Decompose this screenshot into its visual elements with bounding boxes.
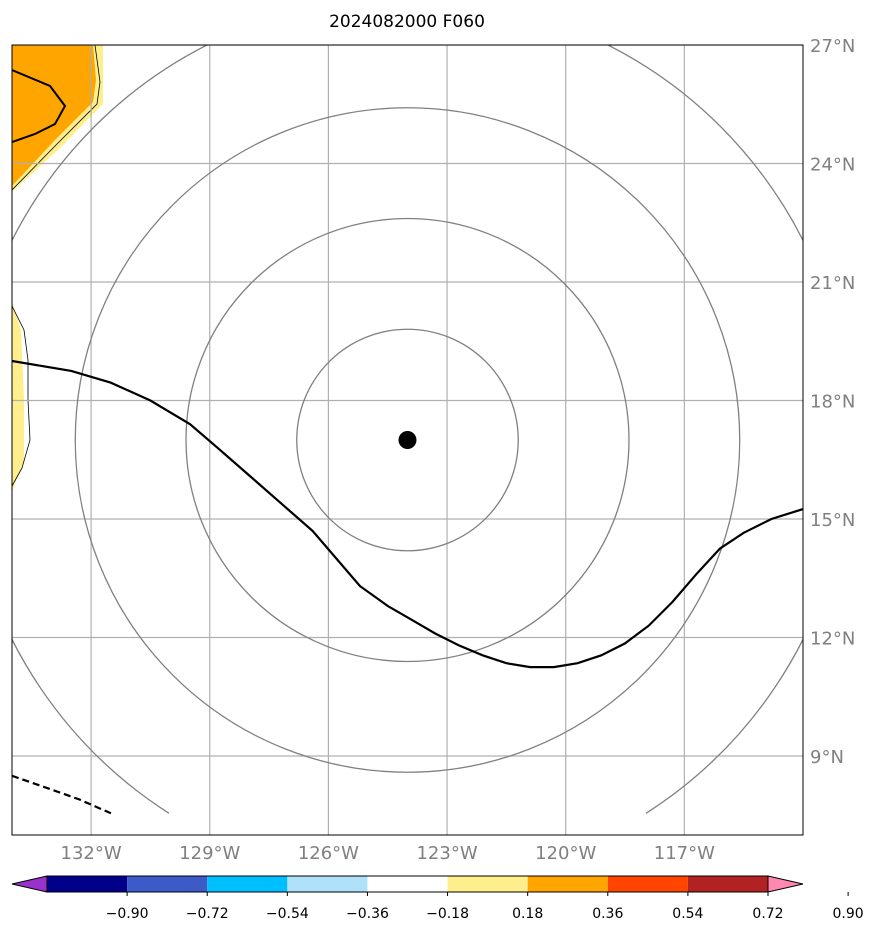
colorbar-segment (527, 876, 608, 892)
lat-tick-label: 27°N (810, 36, 855, 57)
colorbar-tick-label: 0.36 (592, 906, 623, 922)
colorbar-segment (287, 876, 368, 892)
colorbar-extend-low (11, 875, 48, 893)
colorbar-tick-label: 0.90 (833, 906, 864, 922)
fill-orange-top (12, 45, 96, 186)
lat-tick-label: 12°N (810, 629, 855, 650)
center-point-marker (398, 431, 417, 449)
lon-tick-label: 123°W (416, 843, 477, 864)
colorbar-segment (607, 876, 688, 892)
range-ring (185, 217, 630, 663)
lat-tick-label: 15°N (810, 510, 855, 531)
contour-dashed (12, 774, 112, 815)
colorbar-segment (47, 876, 128, 892)
chart-title: 2024082000 F060 (329, 12, 485, 32)
lon-tick-label: 129°W (179, 843, 240, 864)
colorbar-segment (127, 876, 208, 892)
map-frame (11, 44, 804, 836)
thin-contour-top (12, 45, 101, 191)
colorbar-tick-label: −0.72 (186, 906, 229, 922)
lat-tick-labels: 9°N 12°N 15°N 18°N 21°N 24°N 27°N (810, 36, 855, 768)
colorbar: −0.90 −0.72 −0.54 −0.36 −0.18 0.18 0.36 0.54 0.7… (11, 875, 864, 922)
bold-contour-top (12, 69, 67, 143)
shaded-fields (12, 45, 103, 492)
lat-tick-label: 21°N (810, 273, 855, 294)
colorbar-segment (447, 876, 528, 892)
lon-tick-label: 117°W (654, 843, 715, 864)
lat-tick-label: 18°N (810, 392, 855, 413)
contour-solid (12, 359, 803, 669)
colorbar-outline (46, 875, 769, 893)
colorbar-extend-high (767, 875, 804, 893)
fill-yellow-left (12, 302, 24, 492)
colorbar-segment (207, 876, 288, 892)
colorbar-tick-label: 0.72 (752, 906, 783, 922)
range-ring (74, 107, 741, 773)
lat-tick-label: 9°N (810, 747, 844, 768)
range-ring (296, 328, 519, 552)
colorbar-tick-label: −0.36 (346, 906, 389, 922)
colorbar-segment (367, 876, 448, 892)
lon-tick-label: 120°W (535, 843, 596, 864)
colorbar-tick-label: 0.54 (672, 906, 703, 922)
range-rings (12, 45, 803, 814)
map-gridlines (12, 45, 803, 835)
colorbar-tick-label: −0.90 (106, 906, 149, 922)
colorbar-tick-label: 0.18 (512, 906, 543, 922)
lat-tick-label: 24°N (810, 155, 855, 176)
lon-tick-label: 126°W (298, 843, 359, 864)
contours (12, 359, 803, 815)
lon-tick-labels: 132°W 129°W 126°W 123°W 120°W 117°W (61, 843, 716, 864)
colorbar-segment (687, 876, 768, 892)
colorbar-tick-label: −0.18 (426, 906, 469, 922)
lon-tick-label: 132°W (61, 843, 122, 864)
colorbar-tick-label: −0.54 (266, 906, 309, 922)
